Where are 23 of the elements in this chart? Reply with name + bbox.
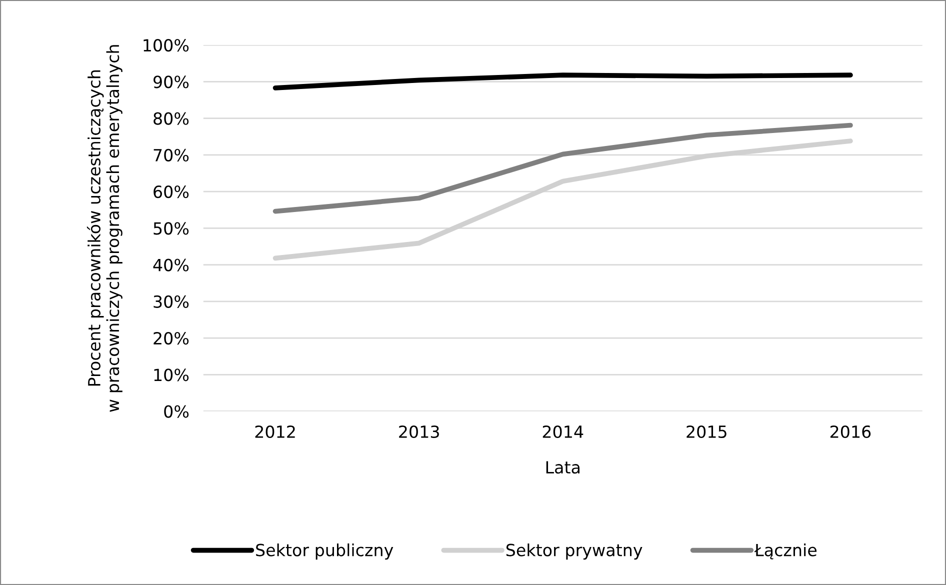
y-axis-title: Procent pracowników uczestniczących w pracowniczych programach emerytalnych [86,45,122,412]
y-tick-label: 20% [154,332,189,345]
y-tick-label: 80% [154,112,189,125]
x-axis-title: Lata [546,461,580,474]
x-tick-label: 2014 [542,425,584,438]
x-tick-label: 2016 [830,425,871,438]
y-tick-label: 70% [154,148,189,162]
y-tick-label: 50% [154,222,189,235]
legend-label: Sektor prywatny [506,543,642,560]
y-tick-label: 30% [154,295,189,308]
y-tick-label: 10% [154,368,189,382]
line-series [272,72,853,90]
legend-label: Sektor publiczny [256,543,394,560]
y-tick-label: 0% [164,405,189,418]
y-tick-label: 40% [153,258,189,272]
x-tick-label: 2015 [686,425,726,438]
x-tick-label: 2012 [255,425,295,438]
line-series [272,122,853,214]
y-tick-label: 100% [144,39,189,52]
y-tick-label: 90% [154,76,189,88]
y-tick-label: 60% [154,185,189,198]
x-tick-label: 2013 [399,425,439,438]
legend-label: Łącznie [754,543,817,560]
